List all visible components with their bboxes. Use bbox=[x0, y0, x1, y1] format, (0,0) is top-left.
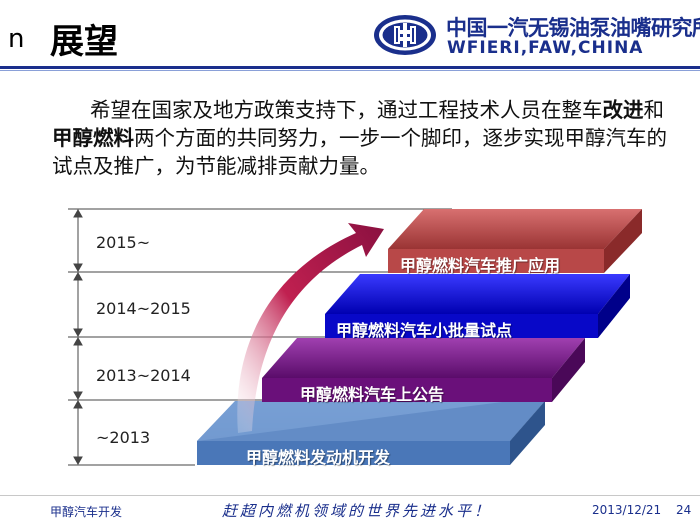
step-label-2: 甲醇燃料汽车小批量试点 bbox=[336, 321, 513, 340]
header-divider-thin bbox=[0, 70, 700, 71]
period-label-4: ~2013 bbox=[96, 428, 151, 447]
logo-english-name: WFIERI,FAW,CHINA bbox=[447, 38, 644, 58]
footer-divider bbox=[0, 495, 700, 496]
roadmap-diagram: 2015~ 2014~2015 2013~2014 ~2013 甲醇燃料汽车推广… bbox=[0, 195, 700, 485]
header-divider bbox=[0, 66, 700, 69]
footer-date: 2013/12/21 bbox=[592, 503, 662, 517]
footer-slogan: 赶超内燃机领域的世界先进水平！ bbox=[222, 502, 493, 520]
footer-topic: 甲醇汽车开发 bbox=[50, 505, 123, 519]
step-block-3 bbox=[262, 338, 585, 402]
step-label-1: 甲醇燃料汽车推广应用 bbox=[400, 256, 561, 275]
paragraph-bold-2: 甲醇燃料 bbox=[52, 126, 134, 150]
period-label-3: 2013~2014 bbox=[96, 366, 191, 385]
period-label-2: 2014~2015 bbox=[96, 299, 191, 318]
period-label-1: 2015~ bbox=[96, 233, 151, 252]
outlook-paragraph: 希望在国家及地方政策支持下，通过工程技术人员在整车改进和甲醇燃料两个方面的共同努… bbox=[52, 96, 672, 180]
step-label-3: 甲醇燃料汽车上公告 bbox=[300, 385, 445, 404]
page-title: 展望 bbox=[50, 22, 118, 62]
title-bullet: n bbox=[8, 24, 25, 54]
paragraph-bold-1: 改进 bbox=[602, 98, 644, 122]
paragraph-text-1: 希望在国家及地方政策支持下，通过工程技术人员在整车 bbox=[90, 98, 603, 122]
progress-arrow bbox=[237, 223, 384, 433]
step-block-1 bbox=[388, 209, 642, 273]
page-number: 24 bbox=[676, 503, 692, 517]
paragraph-text-2: 和 bbox=[643, 98, 665, 122]
slide-header: n 展望 中国一汽无锡油泵油嘴研究所 WFIERI,FAW,CHINA bbox=[0, 0, 700, 71]
faw-emblem-icon bbox=[374, 15, 436, 55]
period-arrows bbox=[73, 208, 83, 466]
step-label-4: 甲醇燃料发动机开发 bbox=[246, 448, 391, 467]
company-logo: 中国一汽无锡油泵油嘴研究所 WFIERI,FAW,CHINA bbox=[372, 8, 700, 60]
step-block-2 bbox=[325, 274, 630, 338]
roadmap-graphic bbox=[68, 208, 642, 466]
paragraph-text-3: 两个方面的共同努力，一步一个脚印，逐步实现甲醇汽车的试点及推广，为节能减排贡献力… bbox=[52, 126, 667, 178]
step-block-4 bbox=[197, 401, 545, 465]
logo-chinese-name: 中国一汽无锡油泵油嘴研究所 bbox=[446, 16, 700, 40]
